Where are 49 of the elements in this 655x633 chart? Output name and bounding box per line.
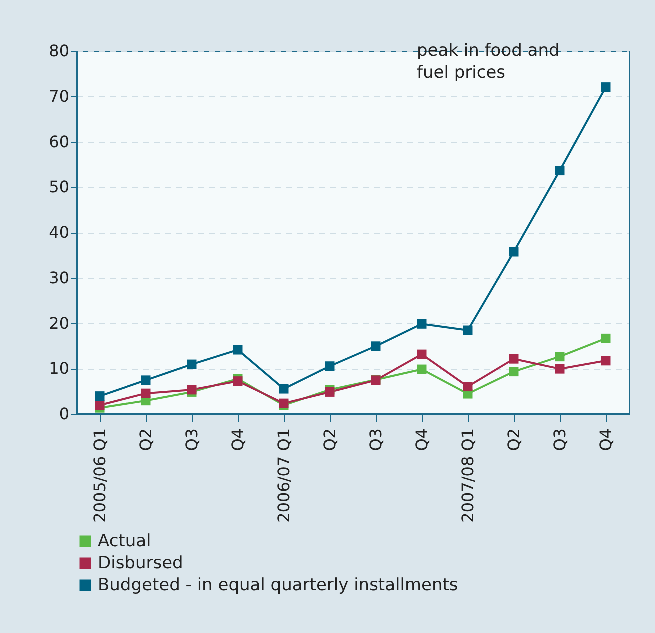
annotation: peak in food and fuel prices xyxy=(417,41,560,83)
x-tick-label: Q4 xyxy=(596,428,616,452)
y-tick-label: 10 xyxy=(49,359,70,378)
point xyxy=(417,350,427,360)
point xyxy=(325,362,335,372)
point xyxy=(555,352,565,362)
point xyxy=(601,82,611,92)
point xyxy=(233,376,243,386)
point xyxy=(509,354,519,364)
point xyxy=(463,326,473,336)
x-tick-label: Q2 xyxy=(136,428,156,452)
point xyxy=(371,342,381,352)
x-tick-label: Q3 xyxy=(366,428,386,452)
x-tick-label: 2006/07 Q1 xyxy=(274,428,294,523)
point xyxy=(509,367,519,377)
x-tick-label: Q4 xyxy=(228,428,248,452)
point xyxy=(279,384,289,394)
x-tick-label: Q3 xyxy=(550,428,570,452)
x-tick-label: 2005/06 Q1 xyxy=(90,428,110,523)
point xyxy=(601,356,611,366)
x-tick-label: 2007/08 Q1 xyxy=(458,428,478,523)
point xyxy=(463,382,473,392)
y-tick-label: 20 xyxy=(49,314,70,333)
y-tick-label: 0 xyxy=(59,404,70,424)
point xyxy=(95,400,105,410)
y-tick-label: 30 xyxy=(49,268,70,288)
y-tick-label: 60 xyxy=(49,132,70,152)
point xyxy=(509,247,519,257)
point xyxy=(233,345,243,355)
x-tick-label: Q2 xyxy=(504,428,524,452)
x-tick-label: Q3 xyxy=(182,428,202,452)
y-tick-label: 40 xyxy=(49,223,70,242)
point xyxy=(187,360,197,370)
point xyxy=(555,166,565,176)
x-tick-label: Q2 xyxy=(320,428,340,452)
legend-label: Disbursed xyxy=(98,554,184,574)
point xyxy=(555,364,565,374)
point xyxy=(141,376,151,386)
x-tick-label: Q4 xyxy=(412,428,432,452)
y-tick-label: 80 xyxy=(49,42,70,60)
point xyxy=(417,364,427,374)
y-tick-label: 70 xyxy=(49,86,70,106)
point xyxy=(95,392,105,402)
point xyxy=(141,388,151,398)
point xyxy=(601,334,611,344)
legend-label: Budgeted - in equal quarterly installments xyxy=(98,576,458,596)
y-tick-label: 50 xyxy=(49,178,70,197)
legend-label: Actual xyxy=(98,532,152,552)
point xyxy=(417,319,427,329)
